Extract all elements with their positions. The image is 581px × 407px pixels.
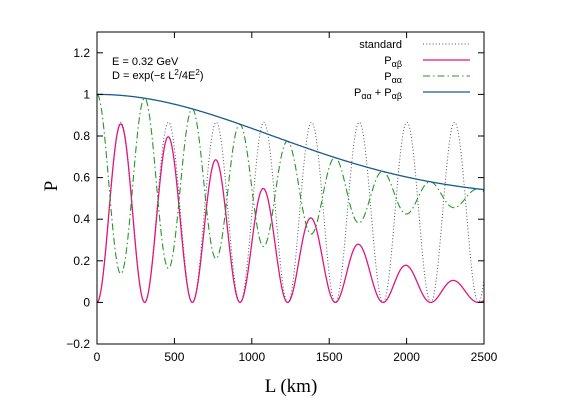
y-tick-label: 1 <box>83 87 90 101</box>
plot-area <box>97 93 484 304</box>
legend-label-0: standard <box>359 39 402 51</box>
x-tick-label: 500 <box>164 350 184 364</box>
x-tick-label: 0 <box>94 350 101 364</box>
y-tick-label: 0.8 <box>73 129 90 143</box>
annotation-damping: D = exp(−ε L2/4E2) <box>112 68 203 82</box>
annotation-damping-suffix: ) <box>200 70 204 82</box>
legend-label-1: Pαβ <box>384 55 402 69</box>
y-tick-label: 0 <box>83 295 90 309</box>
annotation-damping-exp2: 2 <box>195 68 200 77</box>
y-tick-label: −0.2 <box>66 337 90 351</box>
y-tick-label: 0.4 <box>73 212 90 226</box>
x-tick-label: 1000 <box>238 350 265 364</box>
y-tick-label: 0.6 <box>73 171 90 185</box>
annotation-damping-exp1: 2 <box>174 68 179 77</box>
legend: standard Pαβ Pαα Pαα + Pαβ <box>354 39 470 101</box>
series-line-0 <box>97 121 484 303</box>
x-tick-label: 1500 <box>316 350 343 364</box>
ticks: 0 500 1000 1500 2000 2500 −0.2 0 0.2 0.4 0.6 0.8 1 1.… <box>66 32 498 364</box>
legend-label-2: Pαα <box>384 71 402 85</box>
series-line-3 <box>97 93 484 191</box>
legend-label-3: Pαα + Pαβ <box>354 87 402 101</box>
plot-frame <box>96 31 485 345</box>
y-axis-title: P <box>41 181 62 192</box>
x-tick-label: 2000 <box>393 350 420 364</box>
series-line-1 <box>97 123 484 304</box>
series-line-2 <box>97 93 484 275</box>
annotation: E = 0.32 GeV D = exp(−ε L2/4E2) <box>112 56 203 82</box>
annotation-energy: E = 0.32 GeV <box>112 56 179 68</box>
x-tick-label: 2500 <box>471 350 498 364</box>
y-tick-label: 0.2 <box>73 254 90 268</box>
y-tick-label: 1.2 <box>73 46 90 60</box>
annotation-damping-mid: /4E <box>179 70 196 82</box>
annotation-damping-prefix: D = exp(−ε L <box>112 70 174 82</box>
axes <box>96 31 485 345</box>
x-axis-title: L (km) <box>265 376 318 397</box>
